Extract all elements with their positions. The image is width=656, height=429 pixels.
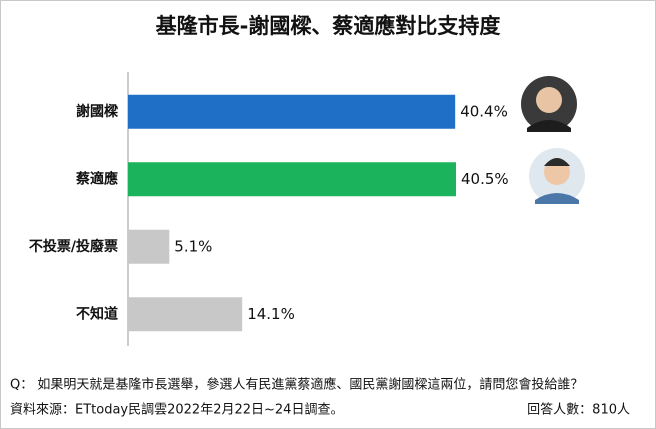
category-label: 不知道 <box>76 305 118 322</box>
bar <box>128 162 456 197</box>
photo-1 <box>521 76 577 132</box>
chart-title: 基隆市長-謝國樑、蔡適應對比支持度 <box>156 14 501 38</box>
value-label: 40.4% <box>460 102 508 120</box>
source-note: 資料來源：ETtoday民調雲2022年2月22日~24日調查。 <box>10 403 343 418</box>
category-label: 謝國樑 <box>76 103 119 120</box>
category-label: 蔡適應 <box>75 170 118 187</box>
question-note: Q： 如果明天就是基隆市長選舉，參選人有民進黨蔡適應、國民黨謝國樑這兩位，請問您… <box>10 377 583 393</box>
bar <box>128 94 456 129</box>
value-label: 14.1% <box>247 305 295 323</box>
category-label: 不投票/投廢票 <box>29 238 118 255</box>
photo-2 <box>529 148 585 204</box>
sample-note: 回答人數：810人 <box>527 402 630 418</box>
value-label: 40.5% <box>461 170 509 188</box>
bar <box>128 229 170 264</box>
bar <box>128 297 243 332</box>
value-label: 5.1% <box>174 237 212 255</box>
